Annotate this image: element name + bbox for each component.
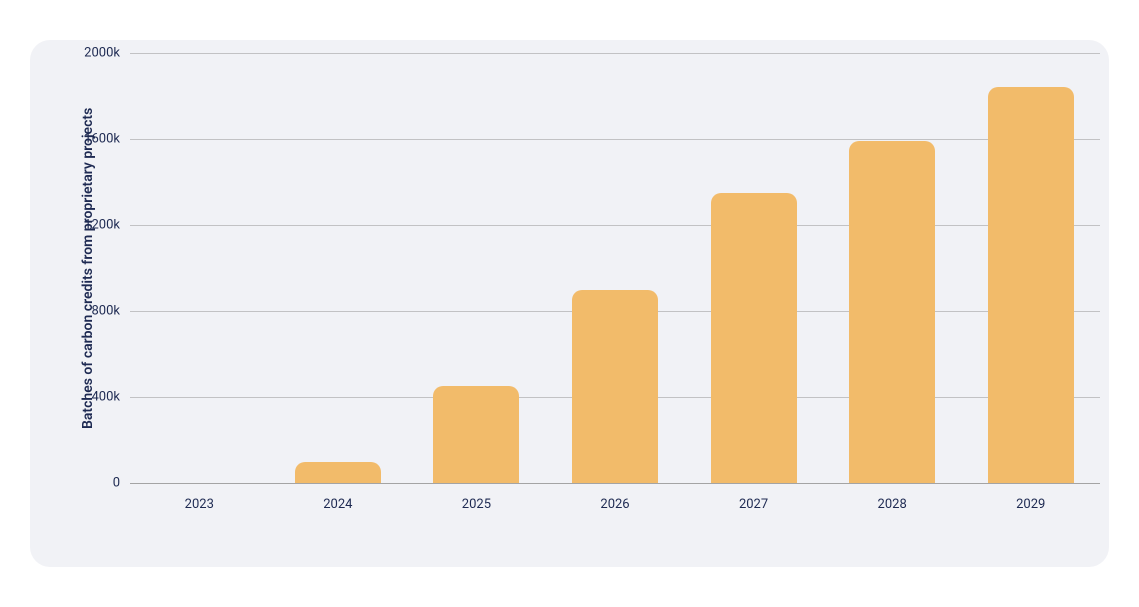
y-tick-label: 0 (113, 476, 130, 491)
x-tick-label: 2023 (185, 483, 214, 512)
y-tick-label: 400k (91, 390, 130, 405)
plot-area: 0400k800k1200k1600k2000k2023202420252026… (130, 53, 1100, 483)
y-tick-label: 1600k (84, 132, 130, 147)
x-tick-label: 2027 (739, 483, 768, 512)
y-tick-label: 2000k (84, 46, 130, 61)
y-axis-title: Batches of carbon credits from proprieta… (80, 107, 96, 428)
bar (433, 386, 519, 483)
gridline (130, 53, 1100, 54)
x-tick-label: 2028 (878, 483, 907, 512)
y-tick-label: 800k (91, 304, 130, 319)
x-tick-label: 2026 (600, 483, 629, 512)
bar (711, 193, 797, 483)
bar (988, 87, 1074, 483)
gridline (130, 225, 1100, 226)
x-tick-label: 2029 (1016, 483, 1045, 512)
bar (572, 290, 658, 484)
gridline (130, 139, 1100, 140)
bar (295, 462, 381, 484)
y-tick-label: 1200k (84, 218, 130, 233)
x-tick-label: 2025 (462, 483, 491, 512)
bar (849, 141, 935, 483)
x-tick-label: 2024 (323, 483, 352, 512)
